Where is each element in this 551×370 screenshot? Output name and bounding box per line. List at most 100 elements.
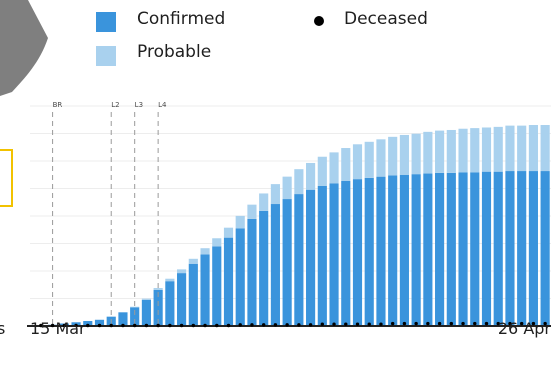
- bar-confirmed: [188, 263, 198, 326]
- bar-confirmed: [352, 179, 363, 326]
- bar-confirmed: [153, 289, 163, 326]
- legend-label-deceased: Deceased: [344, 9, 428, 29]
- point-deceased: [39, 323, 43, 328]
- point-deceased: [390, 321, 395, 326]
- bar-confirmed: [411, 174, 421, 326]
- point-deceased: [344, 322, 348, 326]
- bar-probable: [259, 193, 269, 211]
- bar-probable: [446, 129, 456, 173]
- point-deceased: [86, 323, 90, 328]
- point-deceased: [449, 321, 454, 326]
- point-deceased: [308, 323, 313, 327]
- bar-probable: [411, 133, 421, 175]
- bar-confirmed: [294, 194, 304, 326]
- bar-confirmed: [517, 171, 527, 326]
- bar-confirmed: [223, 237, 234, 326]
- point-deceased: [519, 321, 524, 326]
- bar-confirmed: [528, 171, 538, 326]
- bar-confirmed: [399, 174, 409, 326]
- point-deceased: [496, 321, 500, 326]
- bar-probable: [200, 248, 210, 255]
- bar-confirmed: [94, 319, 105, 326]
- point-deceased: [484, 321, 489, 326]
- bar-probable: [153, 288, 163, 290]
- point-deceased: [203, 323, 207, 328]
- bar-confirmed: [83, 321, 93, 326]
- point-deceased: [168, 323, 172, 328]
- legend-swatch-probable: [96, 46, 116, 66]
- legend-label-probable: Probable: [137, 42, 212, 62]
- bar-confirmed: [446, 172, 456, 326]
- bar-confirmed: [247, 218, 257, 326]
- bar-confirmed: [270, 204, 280, 326]
- point-deceased: [367, 322, 371, 326]
- point-deceased: [461, 321, 465, 326]
- point-deceased: [179, 323, 184, 328]
- bar-probable: [423, 131, 433, 174]
- bar-probable: [317, 156, 327, 186]
- point-deceased: [261, 323, 266, 327]
- bar-probable: [294, 169, 304, 195]
- bar-confirmed: [423, 173, 433, 326]
- bar-probable: [388, 136, 398, 176]
- bar-probable: [188, 258, 198, 264]
- bar-probable: [458, 128, 468, 173]
- legend-dot-deceased: [314, 16, 324, 26]
- bar-confirmed: [165, 281, 175, 326]
- point-deceased: [332, 322, 336, 326]
- bar-probable: [247, 204, 257, 219]
- point-deceased: [156, 323, 160, 328]
- bar-confirmed: [141, 299, 151, 326]
- bar-probable: [470, 128, 480, 173]
- annotation-label: L3: [135, 101, 143, 109]
- bar-probable: [481, 127, 492, 172]
- bar-confirmed: [364, 177, 374, 326]
- bar-probable: [223, 227, 234, 238]
- bar-probable: [282, 176, 292, 200]
- point-deceased: [273, 323, 278, 327]
- bar-confirmed: [317, 185, 327, 326]
- bar-probable: [329, 152, 339, 184]
- bar-confirmed: [481, 171, 492, 326]
- annotation-label: L2: [111, 101, 119, 109]
- highlight-box: [0, 149, 13, 207]
- bar-confirmed: [118, 312, 128, 326]
- bar-confirmed: [235, 228, 245, 326]
- point-deceased: [238, 323, 242, 327]
- bar-confirmed: [282, 199, 292, 326]
- bar-probable: [540, 125, 550, 172]
- point-deceased: [215, 323, 219, 328]
- x-tick-start: 15 Mar: [30, 319, 86, 338]
- point-deceased: [250, 323, 254, 327]
- point-deceased: [285, 323, 289, 327]
- bar-confirmed: [458, 172, 468, 326]
- arrow-decoration: [0, 0, 48, 96]
- bar-confirmed: [540, 171, 550, 326]
- bar-confirmed: [130, 307, 140, 326]
- point-deceased: [226, 323, 231, 328]
- bar-confirmed: [435, 172, 445, 326]
- bar-probable: [517, 125, 527, 172]
- annotation-label: BR: [53, 101, 63, 109]
- point-deceased: [191, 323, 196, 328]
- bar-probable: [270, 184, 280, 205]
- bar-probable: [528, 125, 538, 172]
- bar-probable: [505, 125, 515, 172]
- bar-probable: [130, 306, 140, 308]
- bar-probable: [435, 130, 445, 173]
- point-deceased: [355, 322, 360, 326]
- legend-label-confirmed: Confirmed: [137, 9, 226, 29]
- point-deceased: [437, 321, 442, 326]
- point-deceased: [426, 321, 430, 326]
- point-deceased: [74, 323, 78, 328]
- bar-probable: [493, 126, 503, 172]
- bar-confirmed: [329, 183, 339, 326]
- x-tick-end: 26 Apr: [497, 319, 551, 338]
- bar-confirmed: [177, 273, 187, 326]
- point-deceased: [402, 321, 407, 326]
- bar-probable: [364, 141, 374, 178]
- bar-confirmed: [306, 189, 316, 326]
- bar-confirmed: [200, 254, 210, 326]
